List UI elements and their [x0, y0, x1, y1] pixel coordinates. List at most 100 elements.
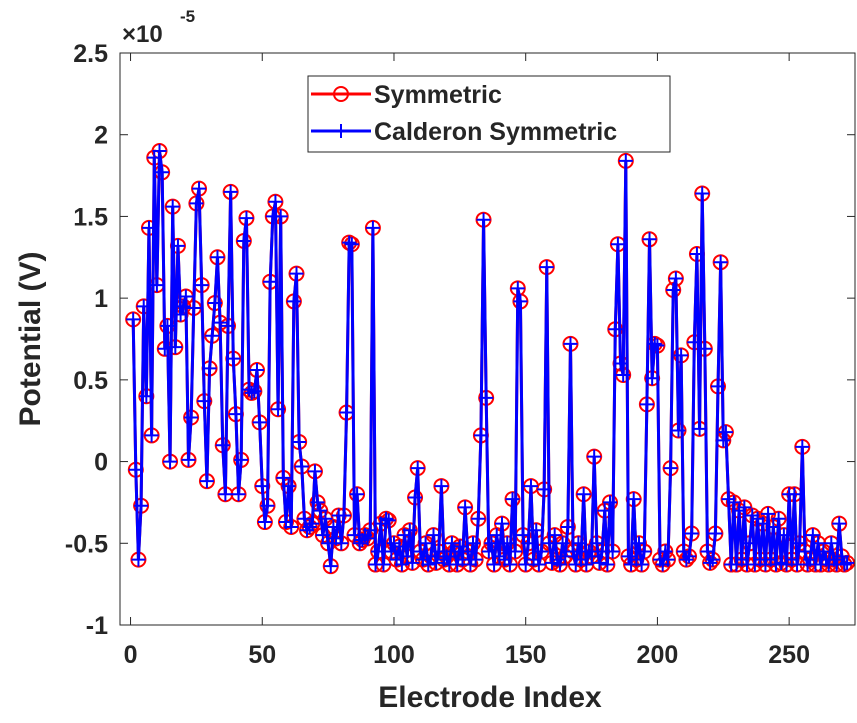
marker-plus	[832, 516, 847, 531]
marker-plus	[642, 232, 657, 247]
marker-plus	[426, 528, 441, 543]
marker-plus	[434, 479, 449, 494]
marker-plus	[584, 549, 599, 564]
marker-plus	[292, 434, 307, 449]
marker-plus	[126, 312, 141, 327]
y-axis-label: Potential (V)	[14, 251, 47, 426]
marker-plus	[365, 220, 380, 235]
y-tick-label: 1.5	[73, 203, 108, 231]
marker-plus	[255, 479, 270, 494]
marker-plus	[213, 315, 228, 330]
marker-plus	[713, 255, 728, 270]
marker-plus	[321, 536, 336, 551]
marker-plus	[697, 341, 712, 356]
marker-plus	[787, 487, 802, 502]
marker-plus	[344, 237, 359, 252]
marker-plus	[645, 371, 660, 386]
marker-plus	[647, 336, 662, 351]
marker-plus	[452, 539, 467, 554]
marker-plus	[276, 470, 291, 485]
marker-plus	[674, 348, 689, 363]
marker-plus	[494, 516, 509, 531]
marker-plus	[268, 194, 283, 209]
marker-plus	[500, 536, 515, 551]
marker-plus	[394, 557, 409, 572]
marker-plus	[239, 211, 254, 226]
marker-plus	[481, 544, 496, 559]
marker-plus	[634, 557, 649, 572]
marker-plus	[679, 552, 694, 567]
marker-plus	[297, 511, 312, 526]
x-tick-label: 0	[124, 641, 138, 669]
y-tick-label: 2.5	[73, 40, 108, 68]
marker-plus	[155, 165, 170, 180]
marker-plus	[149, 278, 164, 293]
marker-plus	[600, 557, 615, 572]
marker-plus	[139, 389, 154, 404]
marker-plus	[429, 555, 444, 570]
marker-plus	[473, 428, 488, 443]
marker-plus	[218, 487, 233, 502]
marker-plus	[284, 519, 299, 534]
marker-plus	[134, 498, 149, 513]
marker-plus	[737, 500, 752, 515]
marker-plus	[592, 555, 607, 570]
legend-marker	[334, 124, 348, 138]
marker-plus	[466, 536, 481, 551]
marker-plus	[307, 464, 322, 479]
marker-plus	[273, 209, 288, 224]
marker-plus	[837, 557, 852, 572]
marker-plus	[695, 186, 710, 201]
marker-plus	[181, 452, 196, 467]
marker-plus	[616, 367, 631, 382]
marker-plus	[542, 536, 557, 551]
marker-plus	[144, 428, 159, 443]
marker-plus	[682, 549, 697, 564]
marker-plus	[766, 519, 781, 534]
marker-plus	[468, 552, 483, 567]
marker-plus	[539, 260, 554, 275]
marker-plus	[205, 328, 220, 343]
marker-plus	[792, 536, 807, 551]
marker-plus	[310, 495, 325, 510]
marker-plus	[705, 552, 720, 567]
marker-plus	[663, 461, 678, 476]
marker-plus	[342, 235, 357, 250]
marker-plus	[621, 549, 636, 564]
marker-plus	[392, 539, 407, 554]
marker-plus	[231, 487, 246, 502]
marker-plus	[173, 307, 188, 322]
marker-plus	[560, 519, 575, 534]
marker-plus	[413, 544, 428, 559]
marker-plus	[350, 487, 365, 502]
marker-plus	[666, 282, 681, 297]
marker-plus	[579, 557, 594, 572]
marker-plus	[408, 490, 423, 505]
marker-plus	[405, 555, 420, 570]
marker-plus	[236, 233, 251, 248]
marker-plus	[700, 544, 715, 559]
marker-plus	[384, 544, 399, 559]
marker-plus	[523, 479, 538, 494]
marker-plus	[631, 536, 646, 551]
marker-plus	[502, 557, 517, 572]
marker-plus	[402, 523, 417, 538]
legend-label: Symmetric	[374, 81, 502, 109]
marker-plus	[742, 536, 757, 551]
marker-plus	[360, 531, 375, 546]
marker-plus	[513, 294, 528, 309]
marker-plus	[249, 363, 264, 378]
marker-plus	[178, 289, 193, 304]
marker-plus	[708, 526, 723, 541]
marker-plus	[194, 278, 209, 293]
marker-plus	[658, 544, 673, 559]
marker-plus	[639, 397, 654, 412]
marker-plus	[671, 423, 686, 438]
marker-plus	[223, 184, 238, 199]
marker-plus	[618, 153, 633, 168]
marker-plus	[805, 528, 820, 543]
marker-plus	[336, 508, 351, 523]
marker-plus	[352, 536, 367, 551]
marker-plus	[755, 516, 770, 531]
marker-plus	[840, 555, 855, 570]
